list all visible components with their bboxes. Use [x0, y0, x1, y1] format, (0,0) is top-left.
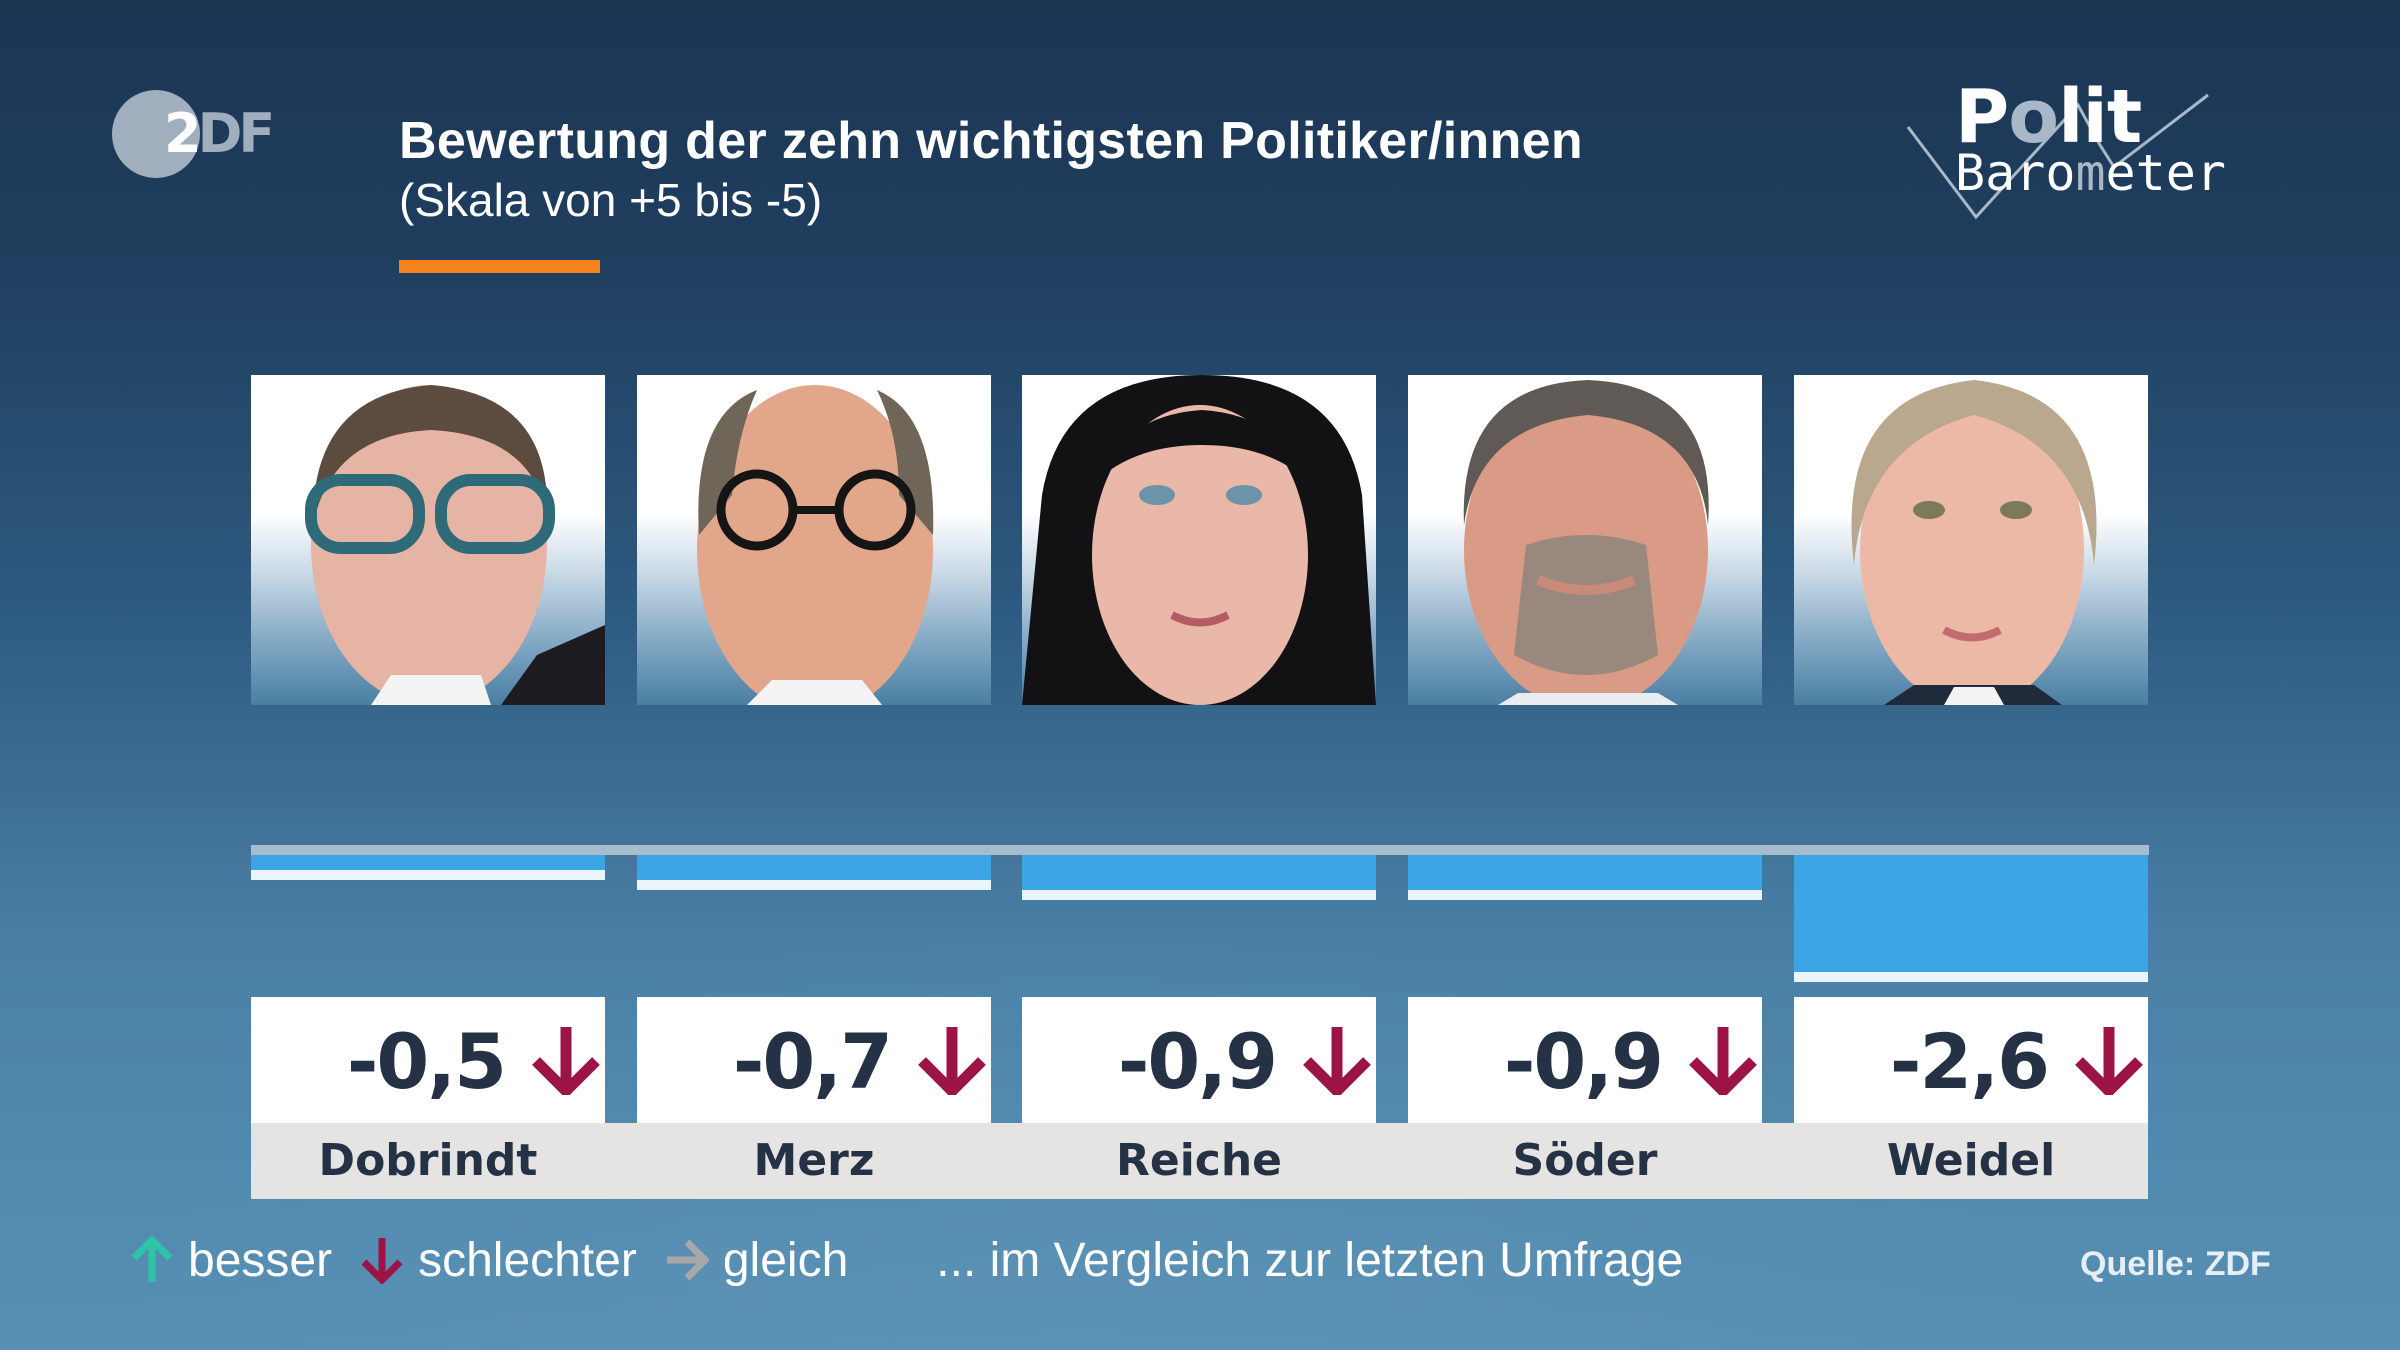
rating-value-box: -0,9 — [1022, 997, 1376, 1123]
arrow-down-icon — [1689, 1027, 1757, 1095]
arrow-right-icon — [666, 1239, 709, 1281]
portrait-placeholder-icon — [697, 385, 934, 705]
politician-name: Reiche — [1115, 1135, 1283, 1186]
rating-value: -0,9 — [1117, 1017, 1278, 1106]
rating-bar-tip — [637, 880, 991, 890]
zdf-logo-circle — [112, 90, 200, 178]
checkmark-line-icon — [1906, 93, 2209, 220]
politician-photo — [1022, 375, 1376, 705]
rating-bar-fill — [251, 855, 605, 870]
arrow-down-icon — [532, 1027, 600, 1095]
politician-photo — [1408, 375, 1762, 705]
legend-label-same: gleich — [722, 1233, 849, 1287]
politician-name: Söder — [1512, 1135, 1658, 1186]
rating-bar — [1022, 855, 1376, 900]
legend-label-worse: schlechter — [418, 1233, 637, 1287]
rating-bar-fill — [1022, 855, 1376, 890]
rating-bar-fill — [1794, 855, 2148, 972]
politbarometer-logo-line1: Polit — [1955, 74, 2142, 160]
rating-bar-tip — [251, 870, 605, 880]
arrow-down-icon — [918, 1027, 986, 1095]
politbarometer-logo-line2: Barometer — [1955, 144, 2226, 202]
rating-value-box: -2,6 — [1794, 997, 2148, 1123]
rating-bar-tip — [1408, 890, 1762, 900]
portrait-placeholder-icon — [1022, 375, 1376, 705]
arrow-down-icon — [2075, 1027, 2143, 1095]
rating-bar-tip — [1022, 890, 1376, 900]
rating-bar — [1794, 855, 2148, 982]
rating-value: -0,9 — [1503, 1017, 1664, 1106]
rating-value: -0,5 — [346, 1017, 507, 1106]
legend-note: ... im Vergleich zur letzten Umfrage — [936, 1233, 1684, 1287]
portrait-placeholder-icon — [1851, 380, 2097, 705]
chart-subtitle: (Skala von +5 bis -5) — [399, 174, 823, 226]
rating-bar-tip — [1794, 972, 2148, 982]
rating-value: -2,6 — [1889, 1017, 2050, 1106]
politician-photo — [251, 375, 605, 705]
rating-bar-fill — [1408, 855, 1762, 890]
rating-bar-fill — [637, 855, 991, 880]
rating-value-box: -0,9 — [1408, 997, 1762, 1123]
politbarometer-logo: Polit Barometer — [1900, 75, 2230, 225]
rating-value-box: -0,7 — [637, 997, 991, 1123]
politician-photo — [637, 375, 991, 705]
portrait-placeholder-icon — [305, 385, 605, 705]
zdf-logo-letters: DF — [197, 102, 276, 165]
zero-axis-line — [251, 845, 2149, 855]
politician-name: Merz — [753, 1135, 875, 1186]
legend: besser schlechter gleich ... im Vergleic… — [130, 1230, 1683, 1290]
zdf-logo-digit: 2 — [164, 102, 202, 165]
rating-value: -0,7 — [732, 1017, 893, 1106]
rating-bar — [1408, 855, 1762, 900]
zdf-logo-text: 2DF — [164, 102, 276, 165]
portrait-placeholder-icon — [1463, 380, 1709, 705]
arrow-down-icon — [361, 1238, 403, 1284]
politician-name: Dobrindt — [318, 1135, 538, 1186]
arrow-down-icon — [1303, 1027, 1371, 1095]
chart-title: Bewertung der zehn wichtigsten Politiker… — [399, 112, 1583, 170]
name-strip — [251, 1123, 2148, 1199]
arrow-up-icon — [131, 1236, 173, 1282]
source-label: Quelle: ZDF — [2080, 1245, 2271, 1283]
zdf-logo: 2DF — [112, 90, 282, 182]
politician-name: Weidel — [1886, 1135, 2056, 1186]
rating-value-box: -0,5 — [251, 997, 605, 1123]
rating-bar — [637, 855, 991, 890]
title-accent-bar — [399, 260, 600, 273]
legend-label-better: besser — [188, 1233, 333, 1287]
rating-bar — [251, 855, 605, 880]
politician-photo — [1794, 375, 2148, 705]
